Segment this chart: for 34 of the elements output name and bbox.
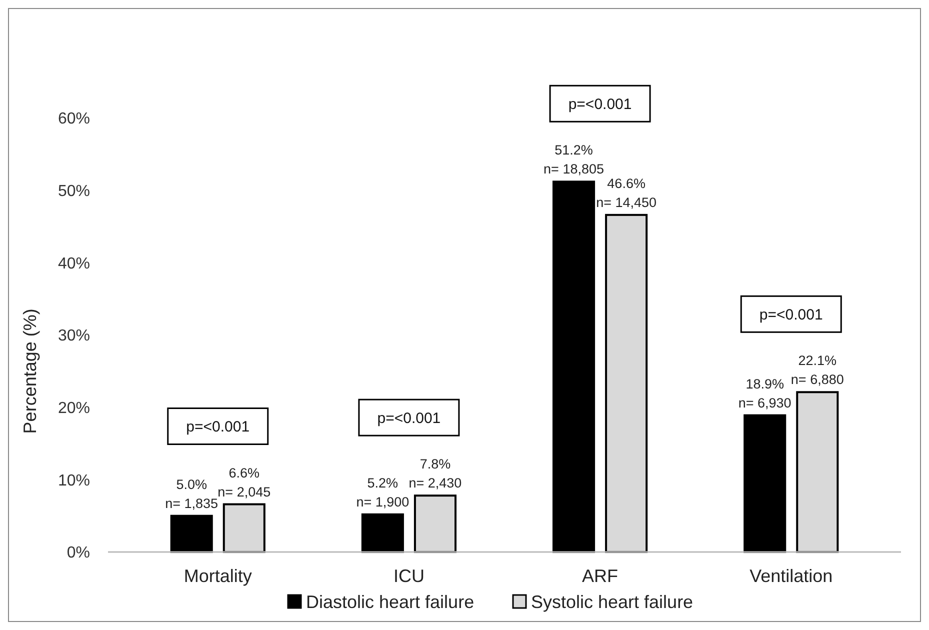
y-tick-label: 20%: [58, 400, 90, 417]
data-label: 18.9% n= 6,930: [738, 376, 792, 410]
data-label: 46.6% n= 14,450: [596, 176, 657, 210]
text: p=<0.001: [568, 96, 632, 113]
data-label: 5.0% n= 1,835: [165, 476, 218, 511]
bar: [361, 513, 404, 553]
bar: [222, 503, 266, 553]
x-tick-label: Ventilation: [750, 566, 833, 586]
legend-label: Diastolic heart failure: [306, 592, 474, 612]
y-tick-label: 30%: [58, 328, 90, 345]
bar: [552, 180, 596, 553]
data-label: 5.2% n= 1,900: [356, 475, 410, 510]
bar: [744, 414, 786, 553]
bar: [414, 494, 457, 553]
bar: [605, 214, 648, 553]
y-tick-label: 60%: [58, 110, 90, 128]
x-tick-label: ICU: [393, 566, 424, 586]
y-axis-title: Percentage (%): [20, 308, 40, 434]
bar: [170, 514, 213, 553]
annotation: p=<0.001: [377, 410, 441, 427]
x-tick-label: Mortality: [184, 566, 252, 586]
bar: [796, 391, 839, 553]
y-tick-label: 50%: [58, 182, 90, 200]
data-label: 22.1% n= 6,880: [790, 353, 844, 388]
data-label: 7.8% n= 2,430: [408, 456, 462, 491]
y-tick-label: 0%: [66, 544, 90, 562]
y-tick-label: 10%: [58, 472, 90, 490]
x-tick-label: ARF: [582, 566, 618, 586]
annotation: p=<0.001: [186, 418, 250, 436]
legend-label: Systolic heart failure: [531, 592, 694, 612]
annotation: p=<0.001: [759, 306, 823, 324]
y-tick-label: 40%: [58, 255, 90, 272]
data-label: 6.6% n= 2,045: [218, 465, 271, 500]
data-label: 51.2% n= 18,805: [544, 142, 604, 177]
